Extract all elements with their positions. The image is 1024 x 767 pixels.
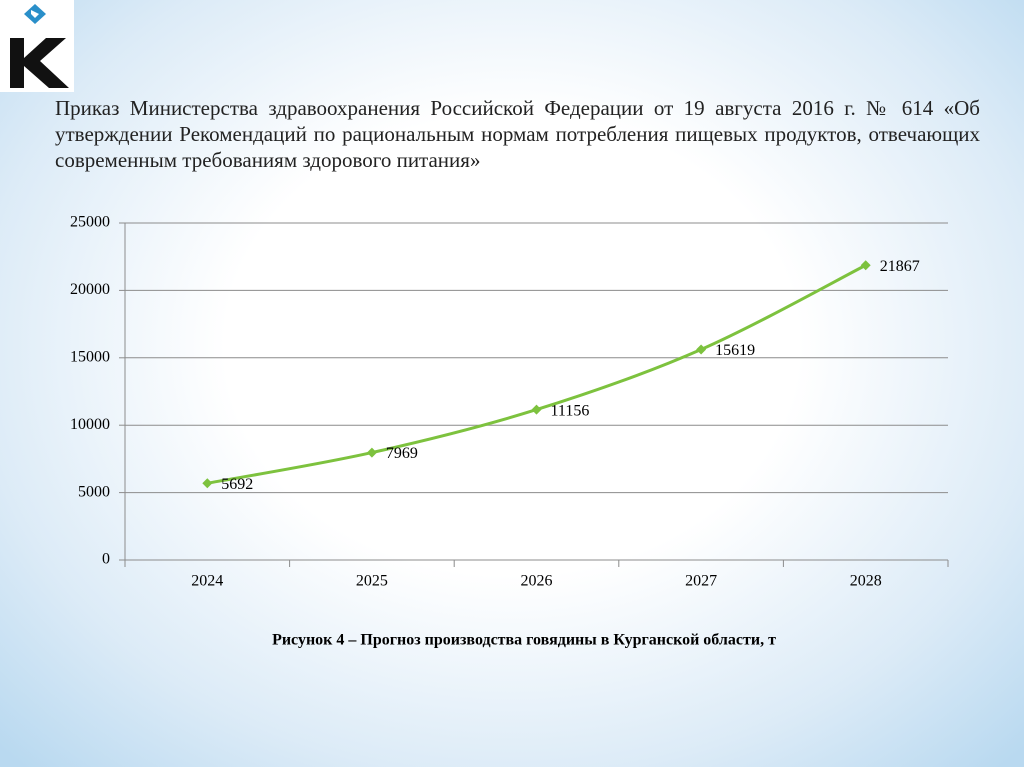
data-marker xyxy=(366,447,377,458)
data-label: 15619 xyxy=(715,342,755,359)
x-tick-label: 2026 xyxy=(521,573,553,590)
x-tick-label: 2028 xyxy=(850,573,882,590)
y-tick-label: 5000 xyxy=(78,483,110,500)
data-marker xyxy=(696,344,707,355)
data-label: 21867 xyxy=(880,258,920,275)
data-label: 5692 xyxy=(221,476,253,493)
chart-caption: Рисунок 4 – Прогноз производства говядин… xyxy=(272,632,776,649)
data-marker xyxy=(531,404,542,415)
y-tick-label: 0 xyxy=(102,551,110,568)
data-label: 7969 xyxy=(386,445,418,462)
logo-letter xyxy=(10,38,69,88)
data-label: 11156 xyxy=(551,402,590,419)
y-tick-label: 25000 xyxy=(70,214,110,231)
x-tick-label: 2024 xyxy=(191,573,223,590)
y-tick-label: 20000 xyxy=(70,281,110,298)
y-tick-label: 10000 xyxy=(70,416,110,433)
header-text: Приказ Министерства здравоохранения Росс… xyxy=(55,96,980,172)
y-tick-label: 15000 xyxy=(70,348,110,365)
data-line xyxy=(207,263,867,485)
x-tick-label: 2025 xyxy=(356,573,388,590)
x-tick-label: 2027 xyxy=(685,573,717,590)
data-marker xyxy=(202,478,213,489)
logo-diamond-inner xyxy=(31,10,39,18)
data-marker xyxy=(860,260,871,271)
